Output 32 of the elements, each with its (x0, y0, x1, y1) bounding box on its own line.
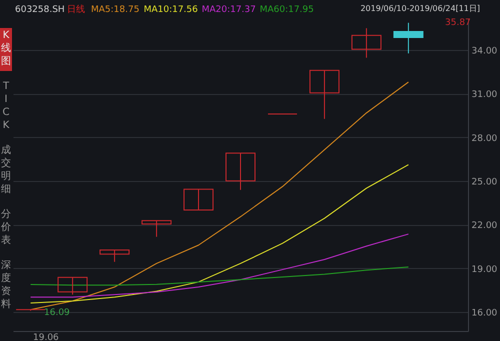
candlestick (309, 70, 340, 120)
y-tick-label: 16.00 (472, 308, 498, 319)
y-tick-label: 31.00 (472, 90, 498, 100)
text: 成交明细 (1, 144, 11, 195)
annotation: 35.87 (445, 18, 471, 28)
text: 19.06 (33, 333, 60, 341)
text: MA20:17.37 (202, 5, 256, 15)
text: MA5:18.75 (91, 5, 140, 15)
text: TICK (2, 81, 10, 131)
y-tick-label: 34.00 (472, 46, 498, 57)
chart-subtitle: 2019/06/10-2019/06/24[11日] (360, 4, 480, 13)
annotation: 16.09 (44, 308, 70, 318)
y-tick-label: 25.00 (472, 178, 498, 188)
chart-title: 603258.SH (15, 5, 65, 15)
candlestick (351, 28, 382, 58)
text: K线图 (1, 30, 11, 67)
candlestick (142, 220, 172, 238)
text: MA60:17.95 (260, 5, 314, 15)
text: MA10:17.56 (144, 5, 198, 15)
text: 分价表 (0, 208, 11, 246)
y-tick-label: 28.00 (472, 134, 498, 144)
text: 深度资料 (1, 259, 11, 310)
text: 日线 (67, 4, 85, 15)
candlestick (100, 250, 130, 262)
line-series (30, 266, 409, 286)
y-tick-label: 22.00 (472, 221, 498, 232)
candlestick (184, 188, 214, 211)
line-series (30, 234, 409, 298)
candlestick (58, 276, 88, 296)
y-tick-label: 19.00 (472, 264, 498, 275)
candlestick (226, 152, 256, 190)
line-series (30, 164, 409, 304)
